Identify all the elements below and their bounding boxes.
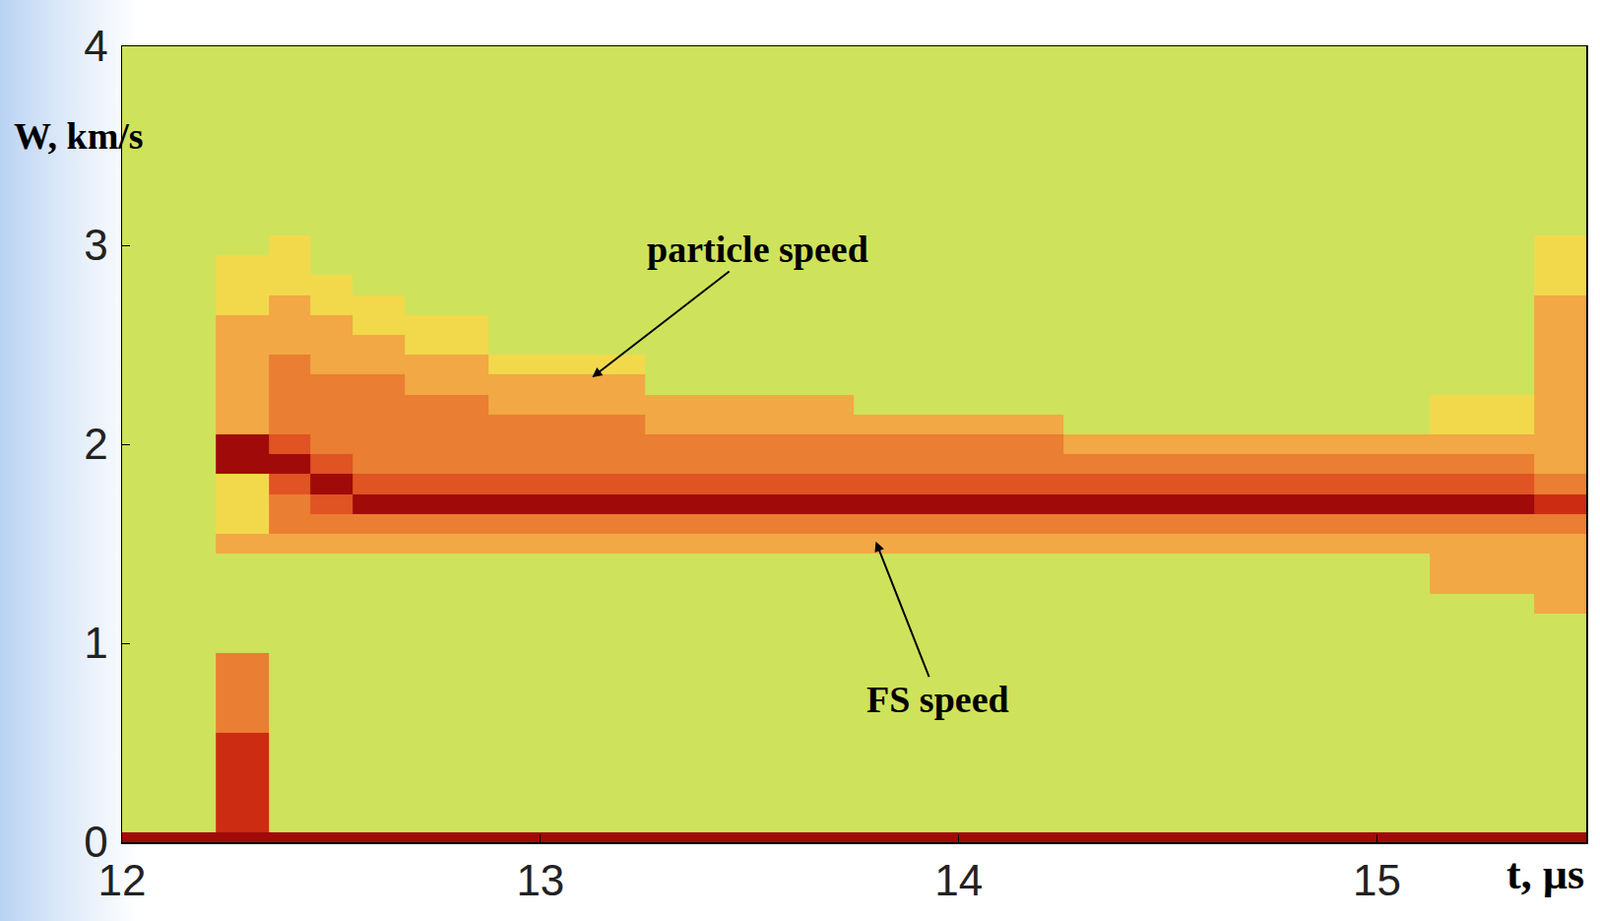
svg-text:12: 12 — [98, 855, 147, 904]
svg-text:15: 15 — [1352, 855, 1402, 904]
svg-text:FS speed: FS speed — [866, 678, 1010, 720]
svg-text:particle speed: particle speed — [646, 228, 869, 270]
svg-text:4: 4 — [83, 21, 108, 70]
svg-text:2: 2 — [83, 419, 108, 468]
svg-text:W, km/s: W, km/s — [13, 115, 144, 157]
svg-text:14: 14 — [934, 855, 983, 904]
svg-text:0: 0 — [83, 817, 108, 866]
svg-text:13: 13 — [515, 855, 565, 904]
svg-text:3: 3 — [83, 220, 108, 269]
svg-text:t, µs: t, µs — [1506, 849, 1585, 898]
svg-text:1: 1 — [83, 618, 108, 667]
